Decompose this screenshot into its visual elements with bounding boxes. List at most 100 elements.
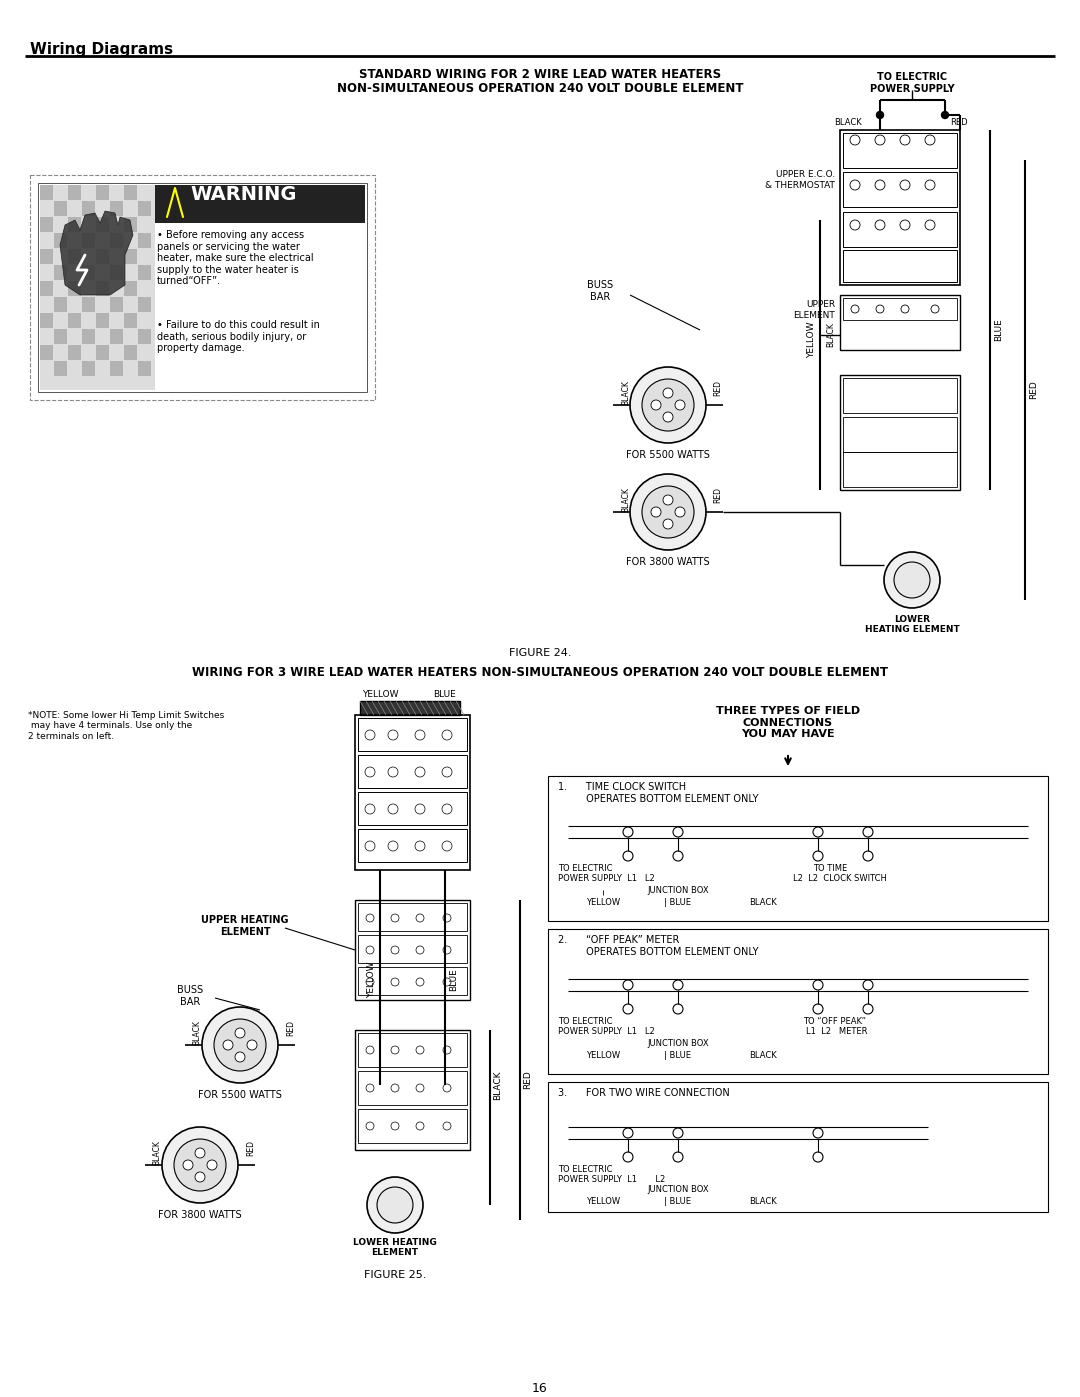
Text: RED: RED	[286, 1020, 296, 1037]
Circle shape	[174, 1139, 226, 1192]
Circle shape	[623, 1127, 633, 1139]
Text: OPERATES BOTTOM ELEMENT ONLY: OPERATES BOTTOM ELEMENT ONLY	[558, 793, 758, 805]
Bar	[124, 184, 137, 200]
Text: YELLOW: YELLOW	[586, 1051, 620, 1060]
Text: | BLUE: | BLUE	[664, 1197, 691, 1206]
Circle shape	[630, 474, 706, 550]
Circle shape	[162, 1127, 238, 1203]
Bar	[840, 295, 960, 351]
Text: LOWER HEATING
ELEMENT: LOWER HEATING ELEMENT	[353, 1238, 437, 1257]
Bar	[40, 281, 53, 296]
Bar	[110, 265, 123, 279]
Bar	[357, 902, 467, 930]
Text: JUNCTION BOX: JUNCTION BOX	[647, 1185, 708, 1194]
Bar	[843, 453, 957, 488]
Bar	[357, 828, 467, 862]
Bar	[843, 379, 957, 414]
Circle shape	[813, 981, 823, 990]
Bar	[124, 281, 137, 296]
Text: BLACK: BLACK	[750, 1197, 777, 1206]
Text: FOR 3800 WATTS: FOR 3800 WATTS	[158, 1210, 242, 1220]
Bar	[82, 201, 95, 217]
Bar	[124, 345, 137, 360]
Bar	[843, 172, 957, 207]
Text: UPPER E.C.O.
& THERMOSTAT: UPPER E.C.O. & THERMOSTAT	[765, 170, 835, 190]
Bar	[843, 298, 957, 320]
Text: | BLUE: | BLUE	[664, 1051, 691, 1060]
Text: OPERATES BOTTOM ELEMENT ONLY: OPERATES BOTTOM ELEMENT ONLY	[558, 947, 758, 957]
Circle shape	[863, 827, 873, 837]
Bar	[110, 233, 123, 249]
Bar	[96, 313, 109, 328]
Bar	[110, 330, 123, 344]
Text: BLACK: BLACK	[834, 117, 862, 127]
Circle shape	[813, 827, 823, 837]
Text: 1.      TIME CLOCK SWITCH: 1. TIME CLOCK SWITCH	[558, 782, 686, 792]
Bar	[124, 217, 137, 232]
Circle shape	[642, 486, 694, 538]
Bar	[40, 184, 53, 200]
Bar	[138, 298, 151, 312]
Text: JUNCTION BOX: JUNCTION BOX	[647, 1039, 708, 1048]
Text: BLACK: BLACK	[621, 380, 631, 405]
Text: 2.      “OFF PEAK” METER: 2. “OFF PEAK” METER	[558, 935, 679, 944]
Text: BLACK: BLACK	[621, 488, 631, 511]
Circle shape	[222, 1039, 233, 1051]
Text: LOWER
HEATING ELEMENT: LOWER HEATING ELEMENT	[865, 615, 959, 634]
Text: | BLUE: | BLUE	[664, 898, 691, 907]
Text: FOR 5500 WATTS: FOR 5500 WATTS	[626, 450, 710, 460]
Circle shape	[885, 552, 940, 608]
Bar	[548, 775, 1048, 921]
Bar	[68, 345, 81, 360]
Text: TO ELECTRIC
POWER SUPPLY: TO ELECTRIC POWER SUPPLY	[869, 73, 955, 94]
Bar	[124, 249, 137, 264]
Bar	[40, 184, 156, 390]
Bar	[82, 233, 95, 249]
Circle shape	[377, 1187, 413, 1222]
Circle shape	[183, 1160, 193, 1171]
Bar	[68, 217, 81, 232]
Text: RED: RED	[246, 1140, 256, 1155]
Bar	[68, 281, 81, 296]
Circle shape	[651, 400, 661, 409]
Circle shape	[813, 1127, 823, 1139]
Text: JUNCTION BOX: JUNCTION BOX	[647, 886, 708, 895]
Circle shape	[202, 1007, 278, 1083]
Bar	[124, 313, 137, 328]
Bar	[40, 345, 53, 360]
Circle shape	[673, 827, 683, 837]
Text: BUSS
BAR: BUSS BAR	[586, 279, 613, 302]
Circle shape	[623, 981, 633, 990]
Text: YELLOW: YELLOW	[362, 690, 399, 698]
Text: BLUE: BLUE	[449, 968, 458, 992]
Text: BLUE: BLUE	[994, 319, 1003, 341]
Circle shape	[675, 400, 685, 409]
Text: POWER SUPPLY  L1       L2: POWER SUPPLY L1 L2	[558, 1175, 665, 1185]
Bar	[548, 929, 1048, 1074]
Bar	[357, 792, 467, 826]
Bar	[40, 313, 53, 328]
Text: TO ELECTRIC: TO ELECTRIC	[558, 863, 612, 873]
Text: L2  L2  CLOCK SWITCH: L2 L2 CLOCK SWITCH	[793, 875, 887, 883]
Text: BLUE: BLUE	[434, 690, 457, 698]
Text: BLACK: BLACK	[192, 1020, 202, 1045]
Text: POWER SUPPLY  L1   L2: POWER SUPPLY L1 L2	[558, 875, 654, 883]
Bar	[843, 416, 957, 453]
Bar	[355, 715, 470, 870]
Bar	[357, 1109, 467, 1143]
Bar	[96, 249, 109, 264]
Text: YELLOW: YELLOW	[586, 898, 620, 907]
Text: THREE TYPES OF FIELD
CONNECTIONS
YOU MAY HAVE: THREE TYPES OF FIELD CONNECTIONS YOU MAY…	[716, 705, 860, 739]
Text: Wiring Diagrams: Wiring Diagrams	[30, 42, 173, 57]
Text: WIRING FOR 3 WIRE LEAD WATER HEATERS NON-SIMULTANEOUS OPERATION 240 VOLT DOUBLE : WIRING FOR 3 WIRE LEAD WATER HEATERS NON…	[192, 666, 888, 679]
Bar	[82, 360, 95, 376]
Circle shape	[235, 1052, 245, 1062]
Bar	[357, 718, 467, 752]
Bar	[38, 183, 367, 393]
Bar	[54, 201, 67, 217]
Text: BLACK: BLACK	[826, 323, 835, 348]
Bar	[843, 133, 957, 168]
Text: YELLOW: YELLOW	[367, 961, 376, 999]
Text: WARNING: WARNING	[190, 184, 297, 204]
Circle shape	[623, 827, 633, 837]
